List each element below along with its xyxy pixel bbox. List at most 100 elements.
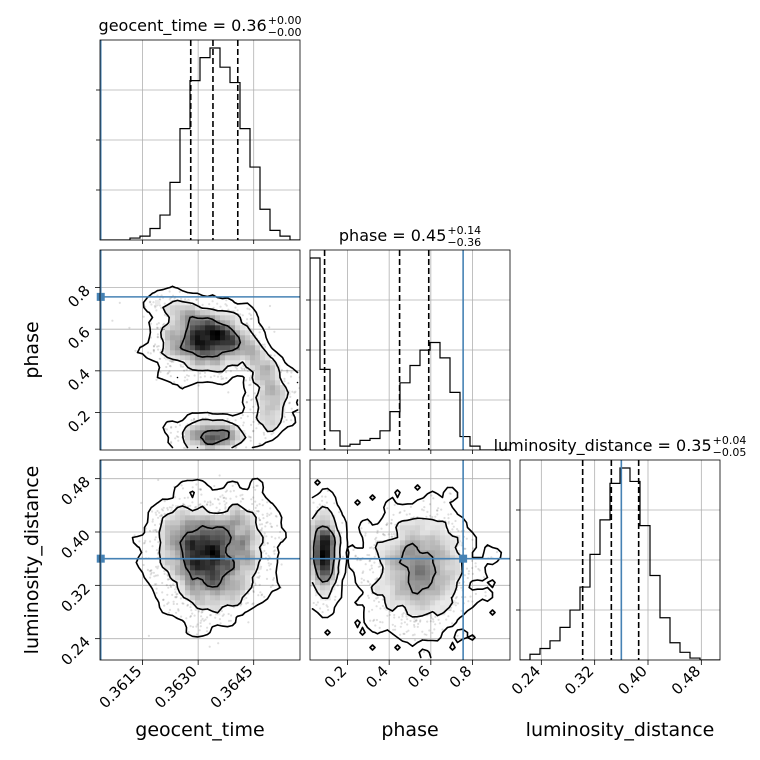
sample-point <box>258 583 261 586</box>
sample-point <box>258 331 261 334</box>
density-cell <box>190 320 196 326</box>
density-cell <box>235 340 241 346</box>
sample-point <box>217 510 220 513</box>
sample-point <box>153 523 157 527</box>
sample-point <box>155 513 158 516</box>
sample-point <box>192 625 195 629</box>
density-cell <box>185 350 191 356</box>
density-cell <box>165 345 171 351</box>
sample-point <box>252 486 255 489</box>
sample-point <box>159 326 162 329</box>
sample-point <box>155 591 158 595</box>
density-cell <box>190 335 196 341</box>
density-cell <box>210 435 216 441</box>
sample-point <box>280 563 283 566</box>
sample-point <box>248 384 251 387</box>
sample-point <box>270 433 273 436</box>
sample-point <box>173 297 176 300</box>
density-cell <box>230 435 236 441</box>
density-cell <box>235 425 241 431</box>
sample-point <box>175 435 178 438</box>
sample-point <box>259 591 262 594</box>
density-cell <box>270 390 276 396</box>
density-cell <box>220 355 226 361</box>
sample-point <box>155 530 158 533</box>
sample-point <box>195 298 198 301</box>
sample-point <box>246 307 249 310</box>
density-cell <box>165 335 171 341</box>
density-cell <box>205 445 211 450</box>
sample-point <box>214 616 217 619</box>
density-cell <box>165 340 171 346</box>
density-cell <box>215 345 221 351</box>
sample-point <box>177 608 180 611</box>
sample-point <box>241 493 244 496</box>
sample-point <box>250 317 253 320</box>
density-cell <box>255 395 261 401</box>
density-cell <box>215 420 221 426</box>
sample-point <box>255 427 258 430</box>
sample-point <box>286 371 289 374</box>
density-cell <box>215 445 221 450</box>
density-cell <box>205 320 211 326</box>
density-cell <box>205 350 211 356</box>
density-cell <box>210 340 216 346</box>
sample-point <box>220 375 223 378</box>
sample-point <box>183 446 186 450</box>
sample-point <box>273 552 276 555</box>
density-cell <box>265 390 271 396</box>
sample-point <box>205 630 209 633</box>
sample-point <box>280 368 283 371</box>
sample-point <box>225 299 228 302</box>
sample-point <box>272 550 275 553</box>
sample-point <box>236 309 239 312</box>
sample-point <box>183 369 186 372</box>
sample-point <box>252 590 255 594</box>
sample-point <box>166 508 169 511</box>
density-cell <box>265 370 271 376</box>
sample-point <box>151 510 154 513</box>
density-cell <box>235 325 241 331</box>
density-cell <box>225 330 231 336</box>
sample-point <box>134 349 137 352</box>
sample-point <box>251 502 254 506</box>
sample-point <box>185 374 189 377</box>
density-cell <box>265 360 271 366</box>
sample-point <box>170 441 173 445</box>
sample-point <box>229 370 232 373</box>
density-cell <box>215 330 221 336</box>
sample-point <box>156 335 159 338</box>
sample-point <box>260 565 263 568</box>
sample-point <box>216 450 218 452</box>
sample-point <box>159 371 162 374</box>
density-cell <box>260 420 266 426</box>
density-cell <box>175 320 181 326</box>
sample-point <box>189 615 192 619</box>
sample-point <box>249 408 252 411</box>
sample-point <box>263 532 266 535</box>
sample-point <box>258 442 261 445</box>
sample-point <box>169 431 172 434</box>
density-cell <box>270 425 276 431</box>
sample-point <box>175 593 178 596</box>
sample-point <box>156 345 159 348</box>
sample-point <box>180 297 183 300</box>
sample-point <box>163 570 166 573</box>
sample-point <box>154 511 157 514</box>
sample-point <box>257 576 260 579</box>
sample-point <box>268 564 271 567</box>
sample-point <box>229 619 232 622</box>
density-cell <box>215 365 221 371</box>
sample-point <box>197 610 200 613</box>
density-cell <box>195 440 201 446</box>
sample-point <box>256 484 259 487</box>
sample-point <box>179 363 182 366</box>
sample-point <box>257 422 260 426</box>
sample-point <box>152 529 155 532</box>
sample-point <box>260 529 263 532</box>
sample-point <box>235 367 238 370</box>
sample-point <box>145 550 148 553</box>
density-cell <box>235 315 241 321</box>
density-cell <box>265 405 271 411</box>
sample-point <box>294 390 297 393</box>
